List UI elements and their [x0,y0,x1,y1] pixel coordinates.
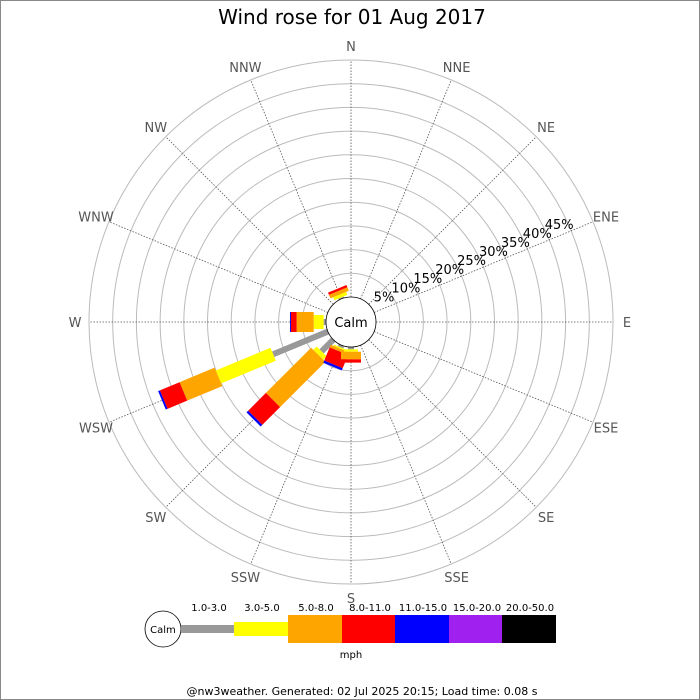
legend-label: 5.0-8.0 [298,603,333,614]
legend-label: 3.0-5.0 [244,603,279,614]
legend-swatch-1 [234,622,288,636]
legend-swatch-6 [502,615,556,643]
percent-label: 20% [435,263,464,278]
direction-label-s: S [347,592,355,607]
percent-label: 45% [545,218,574,233]
percent-label: 25% [457,254,486,269]
wind-bar-ssw-1 [333,344,347,352]
wind-bar-wsw-3 [159,382,188,409]
grid-ring [278,249,424,395]
legend-swatch-0 [181,625,235,633]
legend-label: 8.0-11.0 [349,603,391,614]
direction-label-n: N [346,40,356,55]
speed-legend: Calm 1.0-3.0 3.0-5.0 5.0-8.0 8.0-11.0 11.0-1… [144,603,556,661]
legend-label: 1.0-3.0 [191,603,226,614]
direction-label-ssw: SSW [231,571,261,586]
direction-spoke [368,339,537,508]
direction-label-nnw: NNW [229,61,261,76]
chart-title: Wind rose for 01 Aug 2017 [218,5,486,29]
wind-bar-ssw-4 [323,360,343,371]
wind-bar-ssw-3 [324,347,349,369]
grid-ring [230,201,472,443]
wind-bar-wsw-1 [215,347,276,384]
calm-circle [325,296,377,348]
percent-label: 35% [501,236,530,251]
direction-label-sse: SSE [444,571,469,586]
direction-label-ese: ESE [594,422,619,437]
direction-spoke [373,331,594,423]
direction-label-se: SE [538,511,554,526]
footer-text: @nw3weather. Generated: 02 Jul 2025 20:1… [187,685,538,698]
direction-labels: N NNE NE ENE E ESE SE SSE S SSW SW WSW W WNW NW NNW [69,40,632,607]
wind-bar-sw-3 [248,392,281,425]
legend-swatch-4 [395,615,449,643]
percent-label: 10% [391,281,420,296]
direction-spoke [108,221,329,313]
direction-label-w: W [69,316,82,331]
direction-spoke [165,136,334,305]
wind-bar-sw-0 [319,337,336,354]
direction-label-wnw: WNW [78,210,114,225]
percent-label: 40% [523,227,552,242]
calm-label: Calm [334,316,367,331]
grid-ring [254,225,448,419]
legend-unit: mph [340,650,362,661]
direction-label-nw: NW [145,121,168,136]
direction-spoke [250,344,342,565]
wind-bar-ssw-2 [329,344,350,356]
direction-label-sw: SW [145,511,166,526]
direction-label-nne: NNE [443,61,471,76]
legend-label: 15.0-20.0 [453,603,501,614]
legend-label: 20.0-50.0 [506,603,554,614]
legend-label: 11.0-15.0 [399,603,447,614]
wind-bar-wsw-0 [272,328,330,358]
wind-bar-wsw-2 [179,367,223,401]
grid-ring [88,59,614,585]
percent-label: 5% [374,290,395,305]
direction-spoke [373,221,594,313]
direction-spoke [368,136,537,305]
legend-items: 1.0-3.0 3.0-5.0 5.0-8.0 8.0-11.0 11.0-15.0 15… [181,603,556,643]
wind-bar-sw-4 [246,410,263,427]
wind-bar-sw-1 [313,346,327,360]
direction-spoke [360,344,452,565]
direction-spoke [360,79,452,300]
wind-bars [158,285,361,427]
wind-bar-wsw-4 [158,390,168,410]
wind-bar-sw-2 [265,347,326,408]
direction-spoke [250,79,342,300]
direction-label-e: E [623,316,631,331]
direction-label-ene: ENE [593,210,619,225]
percent-labels: 5%10%15%20%25%30%35%40%45% [374,218,574,306]
legend-calm-label: Calm [150,625,176,636]
legend-swatch-2 [288,615,342,643]
direction-label-wsw: WSW [79,422,113,437]
percent-label: 30% [479,245,508,260]
direction-label-ne: NE [537,121,555,136]
legend-swatch-5 [449,615,503,643]
wind-bar-nnw-2 [328,287,349,299]
legend-swatch-3 [342,615,396,643]
percent-label: 15% [413,272,442,287]
wind-bar-nnw-1 [333,291,348,301]
wind-bar-nnw-3 [328,285,348,295]
